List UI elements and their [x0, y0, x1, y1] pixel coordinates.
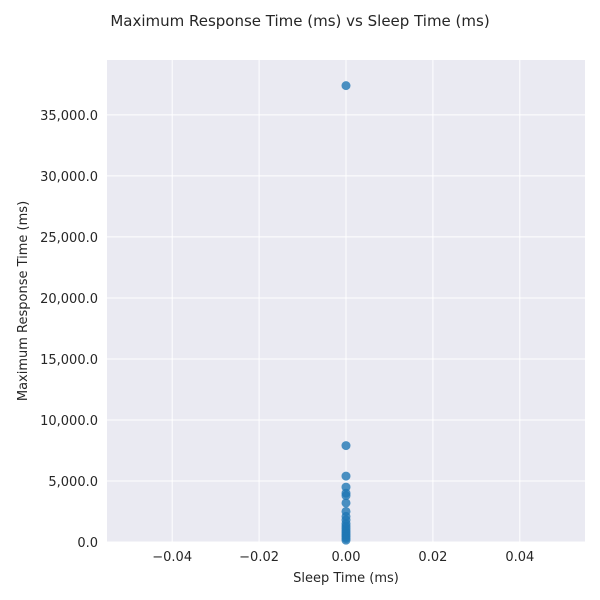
x-tick-label: −0.04 [152, 550, 192, 565]
y-tick-label: 10,000.0 [40, 414, 98, 429]
y-tick-label: 15,000.0 [40, 353, 98, 368]
chart-title: Maximum Response Time (ms) vs Sleep Time… [110, 12, 489, 30]
data-point [341, 498, 351, 508]
y-tick-label: 20,000.0 [40, 292, 98, 307]
x-tick-label: 0.04 [505, 550, 534, 565]
y-tick-label: 0.0 [77, 536, 98, 551]
grid-layer [107, 60, 585, 543]
data-point [341, 491, 351, 501]
y-tick-label: 30,000.0 [40, 170, 98, 185]
x-tick-label: −0.02 [239, 550, 279, 565]
x-axis-label: Sleep Time (ms) [293, 571, 399, 586]
data-point [341, 441, 351, 451]
data-point [341, 535, 351, 545]
data-point [341, 81, 351, 91]
x-tick-label: 0.02 [418, 550, 447, 565]
y-axis-label: Maximum Response Time (ms) [16, 201, 31, 401]
points-layer [341, 81, 351, 545]
y-tick-labels: 0.0 5,000.0 10,000.0 15,000.0 20,000.0 25,000… [40, 109, 98, 551]
y-tick-label: 25,000.0 [40, 231, 98, 246]
y-tick-label: 35,000.0 [40, 109, 98, 124]
x-tick-labels: −0.04 −0.02 0.00 0.02 0.04 [152, 550, 534, 565]
x-tick-label: 0.00 [332, 550, 361, 565]
data-point [341, 471, 351, 481]
y-tick-label: 5,000.0 [48, 475, 98, 490]
